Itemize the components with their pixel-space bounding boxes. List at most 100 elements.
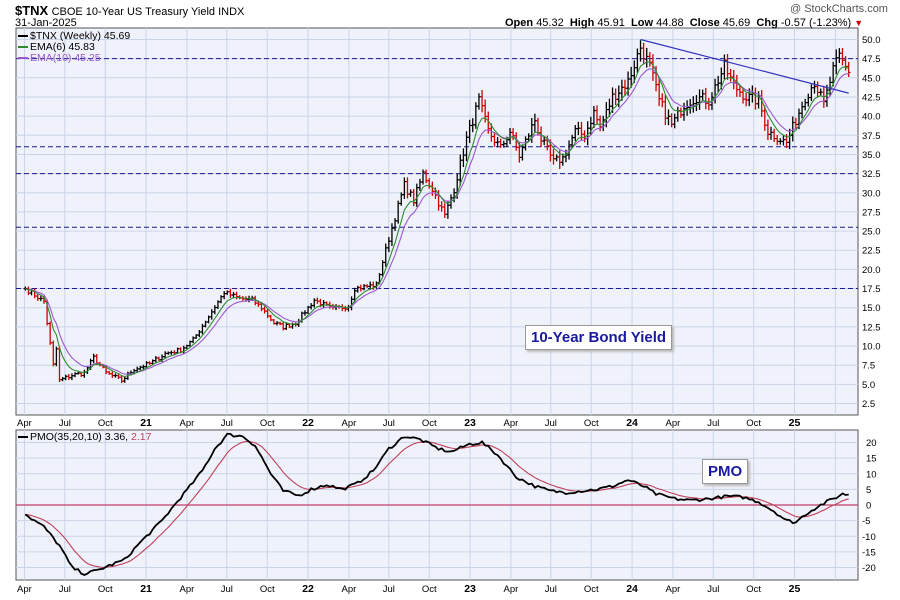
low-value: 44.88 xyxy=(656,17,684,29)
price-x-tick-label: Apr xyxy=(666,418,681,429)
pmo-y-tick-label: -15 xyxy=(862,547,876,558)
pmo-y-tick-label: 5 xyxy=(866,485,871,496)
symbol: $TNX xyxy=(15,3,49,18)
legend-ema10-swatch xyxy=(18,57,28,60)
price-x-tick-label: Oct xyxy=(584,418,599,429)
price-x-tick-label: Jul xyxy=(221,418,233,429)
chart-title: $TNX CBOE 10-Year US Treasury Yield INDX xyxy=(15,3,244,18)
price-y-tick-label: 5.0 xyxy=(862,380,875,391)
price-x-tick-label: Oct xyxy=(746,418,761,429)
legend-price: $TNX (Weekly) 45.69 xyxy=(18,30,130,42)
price-y-tick-label: 50.0 xyxy=(862,35,881,46)
pmo-x-tick-label: 23 xyxy=(464,583,476,595)
price-x-tick-label: Jul xyxy=(545,418,557,429)
ema10-line xyxy=(25,68,849,375)
price-x-tick-label: Jul xyxy=(383,418,395,429)
chg-label: Chg xyxy=(756,17,778,29)
open-value: 45.32 xyxy=(536,17,564,29)
price-y-tick-label: 32.5 xyxy=(862,169,881,180)
pmo-x-tick-label: Apr xyxy=(17,584,32,595)
pmo-x-tick-label: 24 xyxy=(626,583,638,595)
price-y-tick-label: 12.5 xyxy=(862,322,881,333)
down-arrow-icon: ▼ xyxy=(854,18,864,28)
pmo-x-tick-label: Oct xyxy=(746,584,761,595)
pmo-y-tick-label: 20 xyxy=(866,438,877,449)
price-y-tick-label: 2.5 xyxy=(862,399,875,410)
price-y-tick-label: 42.5 xyxy=(862,92,881,103)
price-x-tick-label: Apr xyxy=(17,418,32,429)
trend-line xyxy=(640,38,849,94)
legend-ema6-swatch xyxy=(18,46,28,49)
high-value: 45.91 xyxy=(597,17,625,29)
price-y-tick-label: 10.0 xyxy=(862,342,881,353)
price-x-tick-label: 21 xyxy=(140,417,152,429)
legend-ema10-text: EMA(10) 45.25 xyxy=(30,52,101,64)
price-x-tick-label: Jul xyxy=(59,418,71,429)
price-x-tick-label: Oct xyxy=(260,418,275,429)
pmo-line xyxy=(24,432,849,576)
pmo-y-tick-label: -5 xyxy=(862,516,870,527)
price-x-tick-label: 25 xyxy=(789,417,801,429)
open-label: Open xyxy=(505,17,534,29)
legend-pmo-signal: 2.17 xyxy=(131,431,152,443)
price-x-tick-label: 24 xyxy=(626,417,638,429)
pmo-x-tick-label: Oct xyxy=(260,584,275,595)
pmo-x-tick-label: Jul xyxy=(59,584,71,595)
close-value: 45.69 xyxy=(722,17,751,29)
price-y-tick-label: 35.0 xyxy=(862,150,881,161)
price-x-tick-label: 22 xyxy=(302,417,314,429)
price-y-tick-label: 25.0 xyxy=(862,227,881,238)
price-y-tick-label: 7.5 xyxy=(862,361,875,372)
price-y-tick-label: 15.0 xyxy=(862,303,881,314)
price-y-tick-label: 17.5 xyxy=(862,284,881,295)
price-x-tick-label: Apr xyxy=(341,418,356,429)
price-y-tick-label: 22.5 xyxy=(862,246,881,257)
pmo-x-tick-label: 25 xyxy=(789,583,801,595)
pmo-y-tick-label: -10 xyxy=(862,532,876,543)
price-x-tick-label: Oct xyxy=(98,418,113,429)
pmo-callout: PMO xyxy=(702,459,749,484)
pmo-y-tick-label: -20 xyxy=(862,563,876,574)
price-y-tick-label: 45.0 xyxy=(862,73,881,84)
legend-price-swatch xyxy=(18,35,28,38)
symbol-name: CBOE 10-Year US Treasury Yield INDX xyxy=(51,6,245,18)
pmo-x-tick-label: Jul xyxy=(545,584,557,595)
pmo-x-tick-label: Apr xyxy=(179,584,194,595)
legend-ema6: EMA(6) 45.83 xyxy=(18,41,95,53)
legend-ema6-text: EMA(6) 45.83 xyxy=(30,41,95,53)
price-x-tick-label: Jul xyxy=(707,418,719,429)
high-label: High xyxy=(569,17,595,29)
ema6-line xyxy=(25,61,849,378)
credit: @ StockCharts.com xyxy=(790,3,888,15)
price-y-tick-label: 20.0 xyxy=(862,265,881,276)
pmo-x-tick-label: Oct xyxy=(584,584,599,595)
pmo-x-tick-label: Apr xyxy=(666,584,681,595)
price-x-tick-label: Apr xyxy=(504,418,519,429)
price-callout: 10-Year Bond Yield xyxy=(525,325,673,350)
pmo-x-tick-label: Jul xyxy=(383,584,395,595)
pmo-y-tick-label: 0 xyxy=(866,501,871,512)
price-y-tick-label: 27.5 xyxy=(862,207,881,218)
pmo-x-tick-label: Jul xyxy=(707,584,719,595)
low-label: Low xyxy=(631,17,654,29)
price-x-tick-label: Apr xyxy=(179,418,194,429)
price-y-tick-label: 40.0 xyxy=(862,112,881,123)
price-y-tick-label: 37.5 xyxy=(862,131,881,142)
legend-price-text: $TNX (Weekly) 45.69 xyxy=(30,30,131,42)
close-label: Close xyxy=(689,17,720,29)
legend-pmo: PMO(35,20,10) 3.36, 2.17 xyxy=(18,431,151,443)
legend-pmo-value: 3.36, xyxy=(104,431,129,443)
ohlc-summary: Open 45.32 High 45.91 Low 44.88 Close 45… xyxy=(505,17,863,29)
price-y-tick-label: 30.0 xyxy=(862,188,881,199)
pmo-x-tick-label: Jul xyxy=(221,584,233,595)
pmo-x-tick-label: Oct xyxy=(422,584,437,595)
price-x-tick-label: 23 xyxy=(464,417,476,429)
pmo-x-tick-label: 21 xyxy=(140,583,152,595)
price-panel xyxy=(15,27,859,416)
pmo-x-tick-label: 22 xyxy=(302,583,314,595)
pmo-x-tick-label: Apr xyxy=(504,584,519,595)
chart-date: 31-Jan-2025 xyxy=(15,17,77,29)
legend-ema10: EMA(10) 45.25 xyxy=(18,52,101,64)
